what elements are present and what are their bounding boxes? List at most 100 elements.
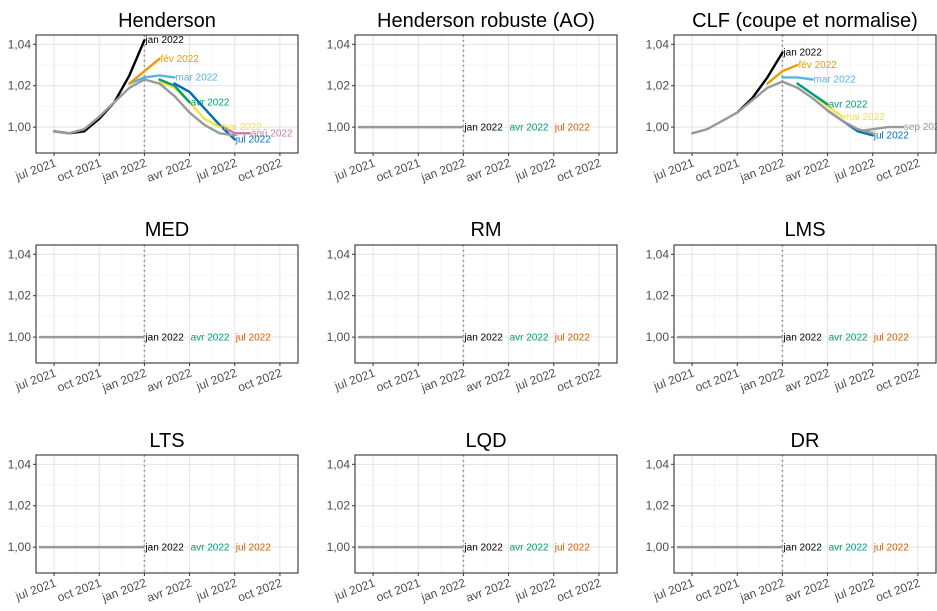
series-label-avr-2022: avr 2022 [829,543,868,554]
x-tick-label: oct 2021 [374,576,422,605]
series-label-jul-2022: jul 2022 [873,543,909,554]
series-label-jul-2022: jul 2022 [554,333,590,344]
y-tick-label: 1,02 [8,499,32,513]
y-tick-label: 1,00 [327,330,351,344]
y-tick-label: 1,04 [646,247,670,261]
series-label-mai-2022: mai 2022 [221,122,263,133]
y-tick-label: 1,02 [646,499,670,513]
y-tick-label: 1,04 [646,37,670,51]
panel-border [35,34,299,154]
series-label-jul-2022: jul 2022 [873,333,909,344]
x-tick-label: oct 2021 [693,576,741,605]
series-label-jul-2022: jul 2022 [873,130,909,141]
panel-title: RM [470,219,501,241]
y-tick-label: 1,04 [327,247,351,261]
x-tick-label: avr 2022 [145,366,194,395]
series-line-final [690,80,874,135]
panel-border [35,454,299,574]
y-tick-label: 1,02 [646,289,670,303]
panel-title: MED [145,219,189,241]
x-tick-label: jul 2021 [332,156,378,184]
series-line-final [52,78,236,137]
panel-rm: RM jan 2022 avr 2022 jul 2022 1,00 1,02 1,04 ju… [327,219,618,395]
series-label-avr-2022: avr 2022 [510,333,549,344]
series-line-avr-2022 [158,78,191,104]
x-tick-label: oct 2022 [874,366,922,395]
x-tick-label: oct 2022 [874,576,922,605]
x-tick-label: avr 2022 [783,576,832,605]
y-tick-label: 1,02 [646,79,670,93]
series-label-jan-2022: jan 2022 [782,543,822,554]
x-tick-label: jul 2022 [194,156,240,184]
series-label-jan-2022: jan 2022 [782,48,822,59]
panel-henderson-robuste-ao: Henderson robuste (AO)jan 2022 avr 2022 ju… [327,10,618,185]
series-label-avr-2022: avr 2022 [829,99,868,110]
panel-title: LQD [465,430,506,452]
series-line-mar-2022 [781,76,814,81]
y-tick-label: 1,00 [8,330,32,344]
series-label-jan-2022: jan 2022 [463,543,503,554]
x-tick-label: jan 2022 [418,576,467,605]
y-tick-label: 1,00 [327,540,351,554]
y-tick-label: 1,00 [646,120,670,134]
series-label-jul-2022: jul 2022 [554,123,590,134]
x-tick-label: jan 2022 [737,576,786,605]
y-tick-label: 1,00 [8,120,32,134]
series-line-avr-2022 [796,82,829,106]
x-tick-label: avr 2022 [783,366,832,395]
series-label-avr-2022: avr 2022 [191,333,230,344]
x-tick-label: oct 2022 [236,366,284,395]
x-tick-label: jul 2022 [513,366,559,394]
y-tick-label: 1,02 [327,289,351,303]
x-tick-label: oct 2022 [874,156,922,185]
panel-border [354,34,618,154]
y-tick-label: 1,04 [646,457,670,471]
x-tick-label: jul 2022 [832,576,878,604]
series-label-jul-2022: jul 2022 [235,135,271,146]
y-tick-label: 1,00 [646,540,670,554]
x-tick-label: jul 2021 [13,366,59,394]
series-line-fev-2022 [766,63,799,85]
series-label-avr-2022: avr 2022 [191,543,230,554]
y-tick-label: 1,00 [327,120,351,134]
series-label-fev-2022: fév 2022 [798,60,837,71]
x-tick-label: jul 2022 [513,156,559,184]
x-tick-label: avr 2022 [783,156,832,185]
series-label-jan-2022: jan 2022 [463,123,503,134]
panel-title: DR [791,430,820,452]
panel-title: Henderson robuste (AO) [377,10,595,32]
x-tick-label: oct 2021 [693,156,741,185]
x-tick-label: jul 2022 [194,366,240,394]
x-tick-label: oct 2021 [693,366,741,395]
series-label-jan-2022: jan 2022 [144,543,184,554]
x-tick-label: avr 2022 [464,576,513,605]
y-tick-label: 1,02 [327,499,351,513]
x-tick-label: oct 2021 [374,366,422,395]
x-tick-label: jul 2021 [651,576,697,604]
y-tick-label: 1,04 [327,457,351,471]
x-tick-label: jul 2021 [332,366,378,394]
series-label-sep-2022: sep 2022 [904,122,937,133]
y-tick-label: 1,00 [8,540,32,554]
x-tick-label: jul 2022 [194,576,240,604]
x-tick-label: jul 2021 [332,576,378,604]
panel-title: LTS [149,430,184,452]
series-label-mar-2022: mar 2022 [176,72,219,83]
x-tick-label: oct 2022 [555,366,603,395]
x-tick-label: oct 2022 [555,156,603,185]
y-tick-label: 1,02 [8,79,32,93]
x-tick-label: jul 2021 [13,576,59,604]
x-tick-label: jan 2022 [418,156,467,185]
series-label-jan-2022: jan 2022 [144,333,184,344]
panel-border [354,454,618,574]
series-line-mar-2022 [128,74,176,85]
x-tick-label: jul 2022 [513,576,559,604]
x-tick-label: jan 2022 [418,366,467,395]
